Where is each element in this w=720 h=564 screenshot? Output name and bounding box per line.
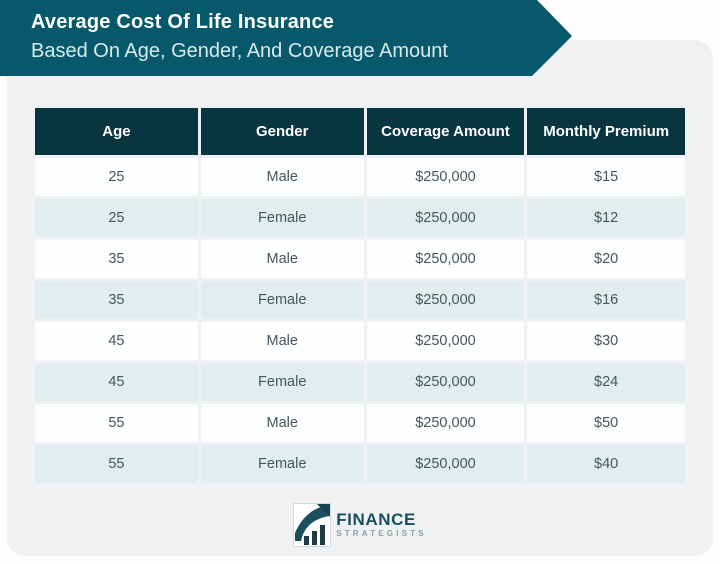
table-row: 35 Male $250,000 $20: [35, 240, 685, 278]
table-cell: $50: [527, 404, 685, 442]
column-header: Age: [35, 108, 198, 155]
table-cell: Male: [200, 322, 364, 360]
table-row: 25 Male $250,000 $15: [35, 158, 685, 196]
title-banner: Average Cost Of Life Insurance Based On …: [0, 0, 572, 76]
table-body: 25 Male $250,000 $15 25 Female $250,000 $12 35 Ma…: [35, 158, 685, 483]
table-cell: Female: [200, 199, 364, 237]
table-cell: Female: [200, 445, 364, 483]
table-cell: 55: [35, 445, 198, 483]
table-cell: 45: [35, 322, 198, 360]
bar-chart-growth-icon: [293, 503, 332, 547]
table-cell: Male: [200, 240, 364, 278]
table-row: 35 Female $250,000 $16: [35, 281, 685, 319]
table-cell: $250,000: [366, 445, 525, 483]
table-cell: $250,000: [366, 363, 525, 401]
table-cell: Male: [200, 404, 364, 442]
table-cell: 35: [35, 281, 198, 319]
table-cell: Female: [200, 281, 364, 319]
table-cell: 55: [35, 404, 198, 442]
table-cell: $24: [527, 363, 685, 401]
insurance-cost-table: Age Gender Coverage Amount Monthly Premium …: [32, 105, 688, 486]
table-row: 55 Male $250,000 $50: [35, 404, 685, 442]
table-cell: $40: [527, 445, 685, 483]
table-row: 45 Male $250,000 $30: [35, 322, 685, 360]
table-cell: Male: [200, 158, 364, 196]
table-cell: $250,000: [366, 404, 525, 442]
table-cell: $250,000: [366, 240, 525, 278]
column-header: Gender: [200, 108, 364, 155]
table-cell: $12: [527, 199, 685, 237]
page-subtitle: Based On Age, Gender, And Coverage Amoun…: [31, 40, 448, 62]
finance-strategists-logo: FINANCE STRATEGISTS: [0, 503, 720, 547]
table-cell: $30: [527, 322, 685, 360]
table-row: 55 Female $250,000 $40: [35, 445, 685, 483]
table-cell: $250,000: [366, 281, 525, 319]
page-title: Average Cost Of Life Insurance: [31, 11, 335, 33]
logo-primary-text: FINANCE: [336, 510, 416, 529]
table-cell: 25: [35, 199, 198, 237]
logo-wordmark: FINANCE STRATEGISTS: [336, 511, 427, 539]
logo-secondary-text: STRATEGISTS: [336, 529, 427, 538]
header-row: Age Gender Coverage Amount Monthly Premium: [35, 108, 685, 155]
table-cell: 35: [35, 240, 198, 278]
table-cell: $20: [527, 240, 685, 278]
table-cell: 45: [35, 363, 198, 401]
table-cell: $250,000: [366, 158, 525, 196]
table-header: Age Gender Coverage Amount Monthly Premium: [35, 108, 685, 155]
table-cell: $250,000: [366, 322, 525, 360]
table-cell: Female: [200, 363, 364, 401]
table-cell: $15: [527, 158, 685, 196]
table-cell: $16: [527, 281, 685, 319]
column-header: Monthly Premium: [527, 108, 685, 155]
table-cell: 25: [35, 158, 198, 196]
table-row: 45 Female $250,000 $24: [35, 363, 685, 401]
column-header: Coverage Amount: [366, 108, 525, 155]
table-cell: $250,000: [366, 199, 525, 237]
table-row: 25 Female $250,000 $12: [35, 199, 685, 237]
